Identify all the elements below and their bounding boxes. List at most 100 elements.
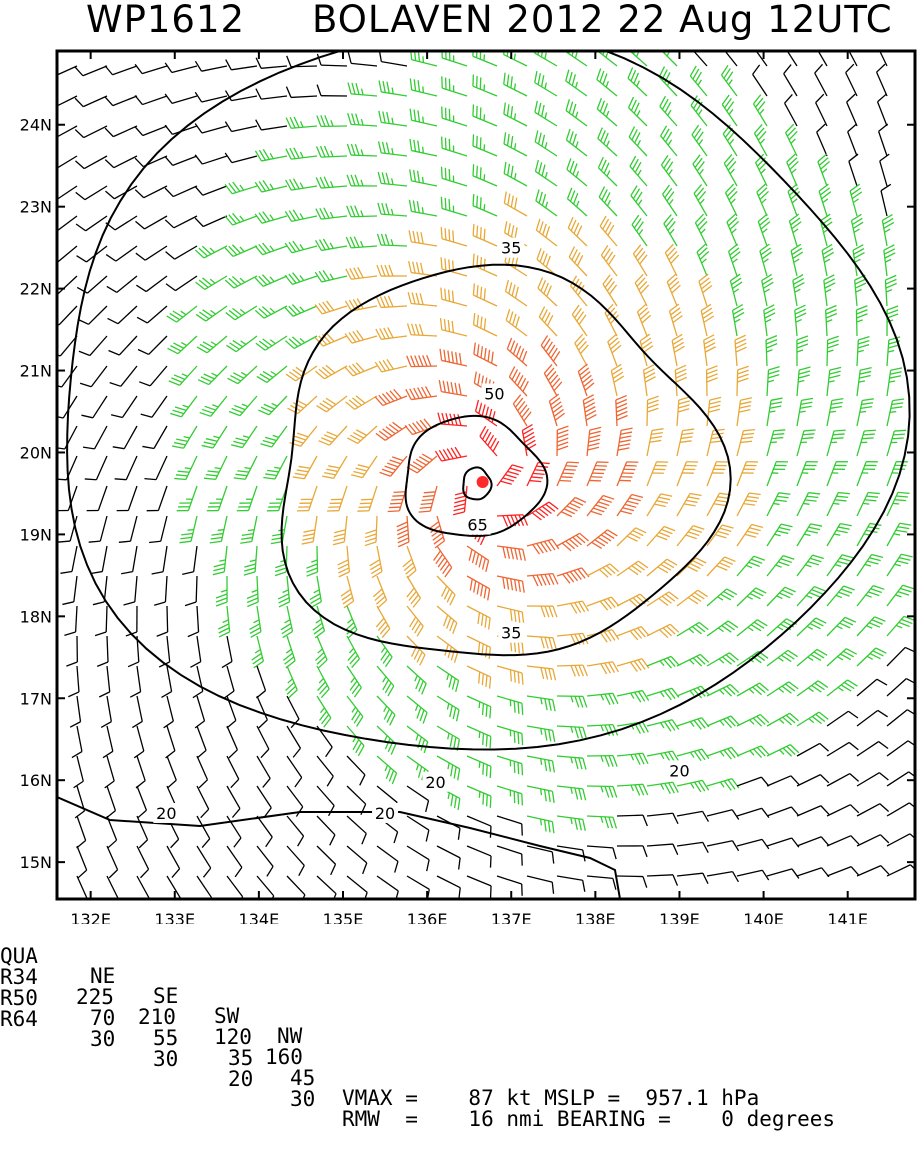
wind-barb xyxy=(225,245,257,257)
barb-feather xyxy=(890,376,901,378)
barb-feather xyxy=(739,406,750,409)
wind-barb xyxy=(244,546,257,575)
wind-barb xyxy=(677,429,694,456)
wind-barb xyxy=(117,486,137,511)
wind-barb xyxy=(617,462,638,486)
wind-barb xyxy=(887,741,918,756)
wind-barb xyxy=(527,816,554,833)
wind-barb xyxy=(767,838,799,847)
barb-feather xyxy=(376,297,381,308)
wind-barb xyxy=(317,146,347,157)
wind-barb xyxy=(47,246,77,263)
wind-barb xyxy=(757,184,769,216)
barb-feather xyxy=(643,784,648,795)
barb-feather xyxy=(165,157,173,166)
wind-barb xyxy=(497,756,522,775)
wind-barb xyxy=(137,846,149,878)
barb-feather xyxy=(223,620,229,623)
barb-feather xyxy=(299,466,311,468)
wind-barb xyxy=(707,557,735,576)
barb-feather xyxy=(538,73,540,84)
barb-feather xyxy=(206,475,218,476)
barb-feather xyxy=(613,817,616,828)
barb-feather xyxy=(515,580,517,592)
barb-feather xyxy=(628,38,632,49)
barb-feather xyxy=(860,412,866,413)
barb-feather xyxy=(484,318,485,330)
barb-feather xyxy=(244,468,250,469)
barb-feather xyxy=(546,226,550,237)
barb-feather xyxy=(813,555,824,558)
barb-feather xyxy=(385,765,387,771)
wind-barb xyxy=(225,122,257,132)
wind-barb xyxy=(587,816,616,828)
wind-barb xyxy=(237,486,257,511)
wind-barb xyxy=(473,194,497,216)
barb-shaft xyxy=(767,869,792,876)
wind-barb xyxy=(735,335,747,366)
barb-feather xyxy=(244,568,255,571)
barb-feather xyxy=(895,595,901,597)
barb-feather xyxy=(182,572,193,575)
wind-barb xyxy=(410,139,437,156)
wind-barb xyxy=(629,127,647,156)
barb-shaft xyxy=(84,156,107,169)
barb-feather xyxy=(660,692,664,697)
wind-barb xyxy=(388,486,407,511)
wind-barb xyxy=(647,720,679,732)
wind-barb xyxy=(286,666,298,698)
barb-feather xyxy=(241,538,253,540)
barb-shaft xyxy=(815,73,827,96)
wind-barb xyxy=(707,779,739,791)
wind-barb xyxy=(797,398,813,426)
barb-feather xyxy=(827,344,838,348)
barb-feather xyxy=(451,382,453,394)
barb-feather xyxy=(208,471,220,472)
wind-barb xyxy=(557,462,579,486)
barb-feather xyxy=(477,344,478,356)
wind-barb xyxy=(257,846,273,876)
wind-barb xyxy=(527,696,555,711)
barb-shaft xyxy=(227,636,232,662)
barb-feather xyxy=(576,112,578,118)
barb-feather xyxy=(877,679,887,685)
barb-feather xyxy=(829,371,840,374)
barb-feather xyxy=(105,128,113,136)
barb-feather xyxy=(330,274,333,279)
wind-barb xyxy=(857,586,884,606)
wind-barb xyxy=(827,836,859,846)
barb-feather xyxy=(255,650,260,653)
wind-barb xyxy=(557,816,585,831)
wind-barb xyxy=(737,777,769,786)
barb-feather xyxy=(348,52,351,63)
barb-feather xyxy=(75,161,84,169)
lat-label: 15N xyxy=(20,853,52,872)
barb-feather xyxy=(427,355,431,366)
barb-feather xyxy=(483,733,484,745)
barb-feather xyxy=(450,620,454,631)
barb-feather xyxy=(773,434,785,435)
wind-barb xyxy=(753,95,767,126)
barb-feather xyxy=(480,137,481,149)
barb-feather xyxy=(764,289,769,292)
wind-barb xyxy=(824,275,835,306)
barb-feather xyxy=(770,402,781,404)
wind-barb xyxy=(767,524,792,546)
barb-feather xyxy=(885,229,891,232)
barb-feather xyxy=(258,410,269,415)
wind-barb xyxy=(407,666,426,694)
barb-feather xyxy=(821,806,829,815)
barb-feather xyxy=(795,289,801,292)
wind-barb xyxy=(81,396,107,418)
barb-feather xyxy=(601,130,605,141)
barb-shaft xyxy=(150,366,167,386)
wind-barb xyxy=(722,95,737,126)
wind-barb xyxy=(887,834,918,846)
barb-feather xyxy=(454,500,465,503)
barb-feather xyxy=(583,727,586,738)
wind-barb xyxy=(109,336,137,355)
barb-feather xyxy=(799,367,810,370)
wind-barb xyxy=(557,726,586,739)
barb-feather xyxy=(719,563,730,568)
barb-feather xyxy=(234,405,245,409)
